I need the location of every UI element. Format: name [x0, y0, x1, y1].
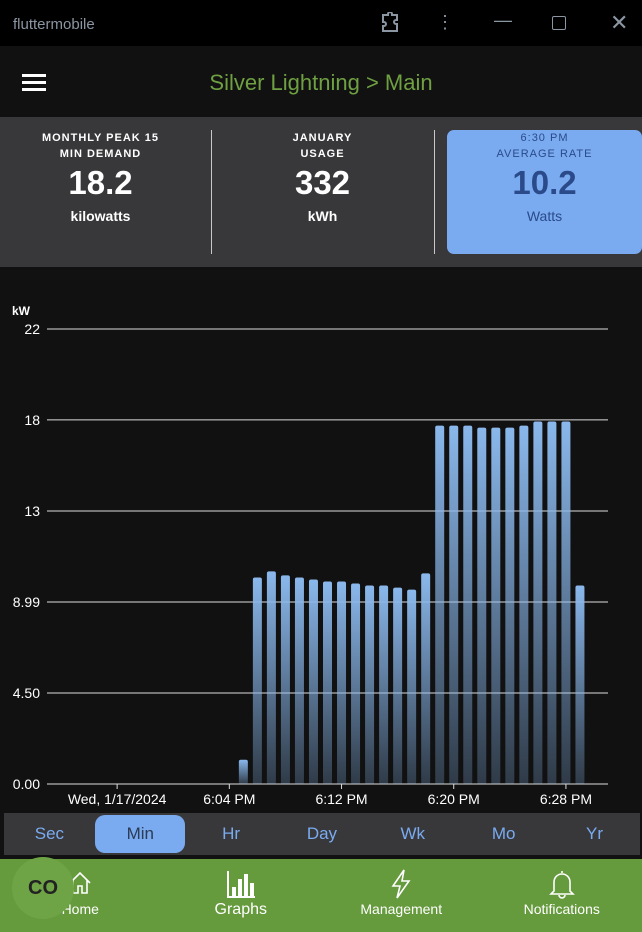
bar[interactable]	[519, 425, 529, 784]
nav-graphs[interactable]: Graphs	[161, 859, 322, 932]
bar[interactable]	[294, 577, 304, 784]
nav-label: Notifications	[523, 901, 600, 917]
nav-label: Management	[360, 901, 443, 917]
bar[interactable]	[561, 421, 571, 784]
stat-value: 10.2	[512, 164, 577, 201]
nav-label: Home	[61, 901, 99, 917]
bar[interactable]	[491, 427, 501, 784]
stat-label: 6:30 PM	[520, 132, 569, 144]
y-tick-label: 13	[24, 503, 40, 519]
tab-mo[interactable]: Mo	[491, 824, 516, 843]
tab-sec[interactable]: Sec	[34, 824, 65, 843]
stat-value: 332	[294, 164, 351, 201]
tab-yr[interactable]: Yr	[585, 824, 603, 843]
page-title: Silver Lightning > Main	[209, 70, 433, 95]
stat-peak-demand: MONTHLY PEAK 15 MIN DEMAND 18.2 kilowatt…	[3, 130, 198, 254]
stat-average-rate[interactable]: 6:30 PM AVERAGE RATE 10.2 Watts	[447, 130, 642, 254]
divider	[434, 130, 435, 254]
maximize-icon[interactable]	[552, 16, 566, 30]
nav-notifications[interactable]: Notifications	[482, 859, 642, 932]
home-icon	[0, 869, 161, 899]
tab-day[interactable]: Day	[306, 824, 338, 843]
bar[interactable]	[379, 585, 389, 784]
y-tick-label: 18	[24, 412, 40, 428]
bar[interactable]	[252, 577, 262, 784]
stat-label: MONTHLY PEAK 15	[41, 132, 160, 144]
stats-panel: MONTHLY PEAK 15 MIN DEMAND 18.2 kilowatt…	[0, 117, 642, 267]
stat-monthly-usage: JANUARY USAGE 332 kWh	[225, 130, 420, 254]
bar[interactable]	[449, 425, 459, 784]
y-tick-label: 4.50	[13, 685, 40, 701]
stat-unit: kWh	[307, 208, 338, 224]
hamburger-menu-icon[interactable]	[22, 74, 46, 92]
bar[interactable]	[547, 421, 557, 784]
stat-label: JANUARY	[292, 132, 353, 144]
bar[interactable]	[477, 427, 487, 784]
tab-wk[interactable]: Wk	[400, 824, 426, 843]
bar[interactable]	[435, 425, 445, 784]
x-tick-label: 6:20 PM	[428, 791, 480, 807]
bar[interactable]	[505, 427, 515, 784]
bar[interactable]	[365, 585, 375, 784]
bottom-nav: Home Graphs Management Notifications	[0, 859, 642, 932]
y-tick-label: 22	[24, 321, 40, 337]
y-tick-label: 8.99	[13, 594, 40, 610]
window-titlebar: fluttermobile ⋮ — ✕	[0, 0, 642, 46]
divider	[211, 130, 212, 254]
stat-unit: Watts	[526, 208, 563, 224]
extension-icon[interactable]	[380, 11, 400, 39]
bar[interactable]	[421, 573, 431, 784]
bar[interactable]	[266, 571, 276, 784]
bar[interactable]	[407, 589, 417, 784]
nav-label: Graphs	[214, 901, 267, 918]
y-axis-label: kW	[12, 304, 31, 318]
bar[interactable]	[323, 581, 332, 784]
bar[interactable]	[533, 421, 543, 784]
usage-bar-chart[interactable]: kW 0.00 4.50 8.99 13 18 22 Wed, 1/17/2024 6:04 …	[0, 267, 642, 813]
bar[interactable]	[280, 575, 290, 784]
bar[interactable]	[337, 581, 347, 784]
more-options-icon[interactable]: ⋮	[436, 12, 454, 32]
x-tick-label: 6:28 PM	[540, 791, 592, 807]
bar[interactable]	[575, 585, 585, 784]
window-title: fluttermobile	[13, 16, 95, 33]
bell-icon	[482, 869, 642, 899]
x-tick-label: 6:04 PM	[203, 791, 255, 807]
bar[interactable]	[308, 579, 318, 784]
floating-action-button[interactable]: CO	[12, 857, 74, 919]
bar[interactable]	[393, 587, 403, 784]
x-tick-label: 6:12 PM	[315, 791, 367, 807]
stat-label: AVERAGE RATE	[496, 148, 593, 160]
stat-value: 18.2	[68, 164, 133, 201]
tab-hr[interactable]: Hr	[222, 824, 241, 843]
bar-chart-icon	[161, 869, 322, 899]
bar[interactable]	[463, 425, 473, 784]
time-range-tabs: Sec Min Hr Day Wk Mo Yr	[4, 813, 640, 855]
stat-label: MIN DEMAND	[59, 148, 142, 160]
app-bar: Silver Lightning > Main	[0, 46, 642, 117]
stat-unit: kilowatts	[70, 208, 131, 224]
nav-management[interactable]: Management	[321, 859, 482, 932]
nav-home[interactable]: Home	[0, 859, 161, 932]
bar[interactable]	[238, 759, 248, 784]
y-tick-label: 0.00	[13, 776, 40, 792]
bar[interactable]	[351, 583, 361, 784]
tab-min[interactable]: Min	[95, 815, 186, 853]
minimize-icon[interactable]: —	[494, 10, 512, 30]
x-tick-label: Wed, 1/17/2024	[68, 791, 167, 807]
close-icon[interactable]: ✕	[610, 10, 629, 35]
stat-label: USAGE	[300, 148, 345, 160]
lightning-icon	[321, 869, 482, 899]
fab-label: CO	[28, 876, 58, 899]
